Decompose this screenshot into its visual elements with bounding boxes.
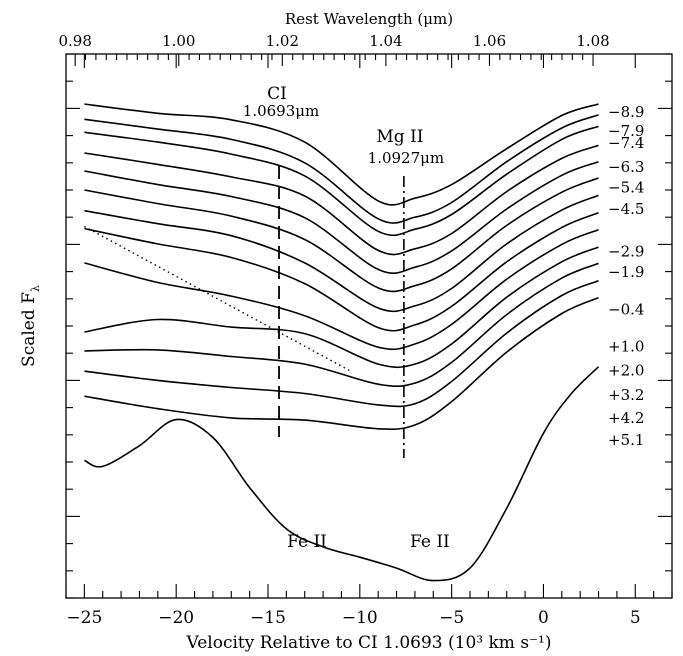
- y-axis-label: Scaled Fλ: [19, 285, 42, 367]
- x-tick-label: −15: [250, 608, 286, 628]
- mg-label: Mg II: [376, 127, 423, 147]
- spectrum-line: [84, 280, 599, 408]
- top-axis-ticks: 0.98 1.00 1.02 1.04 1.06 1.08: [58, 32, 610, 66]
- epoch-labels: −8.9−7.9−7.4 −6.3 −5.4 −4.5 −2.9 −1.9 −0.4 +1.0…: [608, 103, 644, 449]
- epoch-label: +5.1: [608, 431, 644, 449]
- epoch-label: +1.0: [608, 338, 644, 356]
- epoch-label: +2.0: [608, 362, 644, 380]
- spectrum-line: [84, 262, 599, 388]
- spectrum-line: [84, 212, 599, 332]
- epoch-label: −5.4: [608, 178, 644, 196]
- y-axis-ticks: [66, 53, 672, 599]
- epoch-label: +4.2: [608, 409, 644, 427]
- epoch-label: −4.5: [608, 200, 644, 218]
- x-tick-label: 5: [630, 608, 641, 628]
- ci-label: CI: [267, 84, 287, 104]
- spectra-series: [84, 103, 600, 582]
- y-axis-label-main: Scaled F: [19, 292, 39, 367]
- x-tick-label: −5: [439, 608, 464, 628]
- epoch-label: −6.3: [608, 158, 644, 176]
- spectrum-line: [84, 246, 599, 369]
- epoch-label: −1.9: [608, 263, 644, 281]
- y-axis-label-subscript: λ: [29, 285, 42, 292]
- epoch-label: −0.4: [608, 301, 644, 319]
- x-axis-label: Velocity Relative to CI 1.0693 (10³ km s…: [186, 633, 552, 653]
- epoch-label: −2.9: [608, 242, 644, 260]
- top-tick-label: 1.00: [162, 32, 195, 50]
- top-axis-label: Rest Wavelength (μm): [285, 10, 453, 28]
- epoch-label: −7.9: [608, 122, 644, 140]
- epoch-label: +3.2: [608, 386, 644, 404]
- top-tick-label: 1.08: [576, 32, 609, 50]
- ci-wavelength-label: 1.0693μm: [243, 102, 319, 120]
- top-tick-label: 1.06: [473, 32, 506, 50]
- mg-wavelength-label: 1.0927μm: [368, 149, 444, 167]
- spectrum-line: [84, 194, 599, 313]
- continuum-dotted-line: [84, 225, 351, 372]
- spectrum-line: [84, 366, 600, 582]
- spectrum-line: [84, 296, 599, 430]
- x-tick-label: −25: [66, 608, 102, 628]
- x-tick-label: −10: [342, 608, 378, 628]
- plot-frame: [65, 53, 673, 599]
- x-tick-label: −20: [158, 608, 194, 628]
- spectrum-line: [84, 114, 599, 224]
- epoch-label: −7.4: [608, 134, 644, 152]
- spectrum-line: [84, 228, 599, 351]
- annotations: CI1.0693μm Mg II 1.0927μm Fe II Fe II: [84, 84, 450, 552]
- spectrum-line: [84, 160, 599, 274]
- spectrum-line: [84, 177, 599, 293]
- epoch-label: −8.9: [608, 103, 644, 121]
- bottom-axis-ticks: −25 −20 −15 −10 −5 0 5: [65, 54, 673, 628]
- fe-label-left: Fe II: [287, 532, 327, 552]
- spectrum-line: [84, 103, 599, 206]
- top-tick-label: 1.04: [369, 32, 402, 50]
- top-tick-label: 0.98: [58, 32, 91, 50]
- spectrum-line: [84, 125, 599, 237]
- top-tick-label: 1.02: [266, 32, 299, 50]
- spectrum-line: [84, 144, 599, 256]
- x-tick-label: 0: [538, 608, 549, 628]
- fe-label-right: Fe II: [410, 532, 450, 552]
